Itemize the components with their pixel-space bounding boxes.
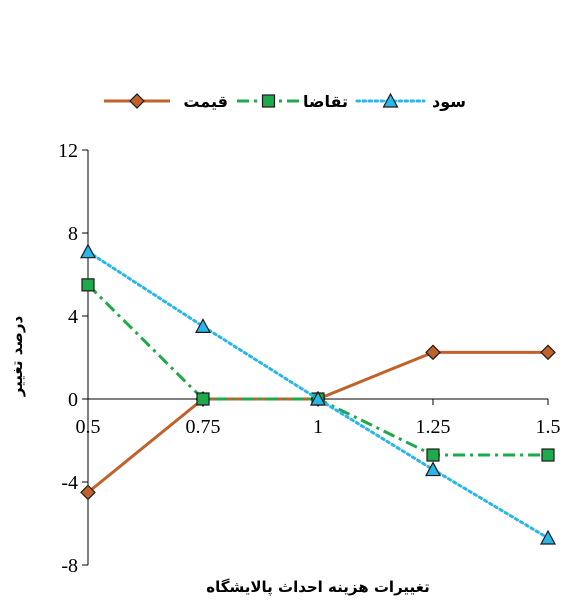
legend: قیمت تقاضا سود [104, 92, 466, 111]
y-tick-label: 4 [68, 306, 78, 328]
data-point [425, 344, 441, 361]
data-point [426, 448, 440, 462]
y-axis-title: درصد تغییر [8, 316, 26, 398]
data-point [541, 448, 555, 462]
series-3 [79, 243, 557, 545]
x-axis-title: تغییرات هزینه احداث پالایشگاه [206, 578, 430, 597]
axes [87, 150, 548, 565]
data-point [81, 278, 95, 292]
data-point [196, 392, 210, 406]
y-tick-label: -4 [61, 472, 78, 494]
x-tick-label: 1.5 [536, 416, 561, 438]
series-group [79, 243, 557, 545]
data-point [80, 484, 96, 501]
legend-label: سود [432, 92, 466, 111]
data-point [539, 529, 557, 545]
y-tick-labels: 12 8 4 0 -4 -8 [58, 140, 88, 577]
data-point [194, 318, 212, 333]
x-tick-label: 0.75 [186, 416, 221, 438]
y-tick-label: -8 [61, 555, 78, 577]
legend-label: تقاضا [303, 92, 348, 111]
legend-item-3: سود [355, 92, 466, 111]
y-tick-label: 0 [68, 389, 78, 411]
data-point [540, 344, 556, 361]
x-tick-label: 1 [313, 416, 323, 438]
data-point [79, 243, 97, 259]
y-tick-label: 12 [58, 140, 78, 162]
data-point [309, 390, 327, 406]
y-tick-label: 8 [68, 223, 78, 245]
legend-marker [129, 93, 145, 109]
x-tick-label: 1.25 [416, 416, 451, 438]
legend-marker [261, 94, 276, 108]
legend-label: قیمت [183, 92, 228, 111]
legend-marker [382, 92, 399, 108]
x-tick-label: 0.5 [76, 416, 101, 438]
data-point [424, 461, 442, 477]
legend-item-2: تقاضا [237, 92, 348, 111]
legend-item-1: قیمت [104, 92, 228, 111]
x-tick-labels: 0.5 0.75 1 1.25 1.5 [76, 399, 561, 438]
